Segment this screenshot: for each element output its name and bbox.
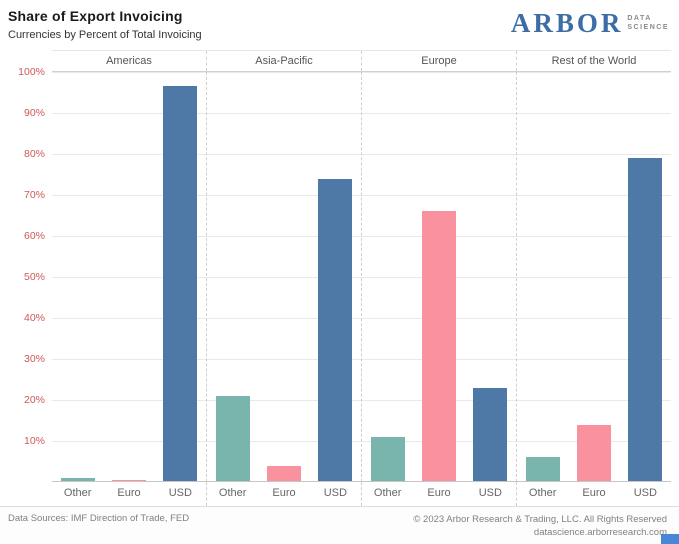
y-tick-label: 90%: [23, 107, 45, 119]
panel-headers-row: Americas Asia-Pacific Europe Rest of the Wo…: [8, 50, 671, 72]
bar-slot: [568, 72, 619, 482]
bar: [267, 465, 301, 482]
copyright-text: © 2023 Arbor Research & Trading, LLC. Al…: [413, 514, 667, 525]
bar: [370, 436, 405, 482]
logo-tagline-line2: SCIENCE: [627, 24, 669, 31]
category-label-group: Other Euro USD: [361, 482, 516, 506]
category-label: USD: [633, 487, 657, 499]
category-label: Euro: [427, 487, 451, 499]
brand-logo: ARBOR DATA SCIENCE: [510, 8, 669, 38]
bar-slot: [362, 72, 413, 482]
y-tick-label: 40%: [23, 312, 45, 324]
bar-slot: [413, 72, 464, 482]
bar-slot: [465, 72, 516, 482]
panels: [52, 72, 671, 482]
category-labels-row: Other Euro USD Other Euro USD Other Euro USD Othe…: [8, 482, 671, 506]
panel-header: Rest of the World: [516, 51, 671, 71]
y-tick-label: 20%: [23, 394, 45, 406]
bar-slot: [52, 72, 103, 482]
page-subtitle: Currencies by Percent of Total Invoicing: [8, 29, 202, 41]
bar: [525, 457, 560, 482]
category-label: USD: [323, 487, 347, 499]
panel: [206, 72, 361, 482]
category-label: USD: [168, 487, 192, 499]
bar: [577, 424, 611, 482]
bar-slot: [258, 72, 309, 482]
bar: [422, 211, 456, 482]
logo-tagline-line1: DATA: [627, 15, 652, 22]
arbor-wordmark: ARBOR: [510, 8, 624, 38]
bar-slot: [517, 72, 568, 482]
data-sources-text: Data Sources: IMF Direction of Trade, FE…: [8, 513, 190, 524]
y-tick-label: 70%: [23, 189, 45, 201]
category-label: Other: [373, 487, 402, 499]
bar-slot: [103, 72, 154, 482]
bar: [473, 387, 508, 482]
category-label-group: Other Euro USD: [52, 482, 206, 506]
category-label: Other: [63, 487, 92, 499]
bar: [163, 86, 198, 482]
page-title: Share of Export Invoicing: [8, 8, 183, 24]
y-axis: 10% 20% 30% 40% 50% 60% 70% 80% 90% 100%: [8, 66, 52, 482]
footer: Data Sources: IMF Direction of Trade, FE…: [0, 506, 679, 544]
bar-slot: [310, 72, 361, 482]
category-label: Euro: [582, 487, 606, 499]
page-header: Share of Export Invoicing Currencies by …: [0, 0, 679, 50]
panel-header: Americas: [106, 55, 152, 67]
bar: [60, 477, 95, 482]
panel: [516, 72, 671, 482]
bar: [112, 479, 146, 482]
y-tick-label: 80%: [23, 148, 45, 160]
category-label: Euro: [272, 487, 296, 499]
category-label: USD: [478, 487, 502, 499]
bar: [318, 178, 353, 482]
bar-slot: [155, 72, 206, 482]
panel: [52, 72, 206, 482]
bar: [628, 158, 663, 482]
y-tick-label: 50%: [23, 271, 45, 283]
website-text: datascience.arborresearch.com: [533, 527, 667, 538]
y-axis-spacer-bottom: [8, 482, 52, 506]
bar: [215, 395, 250, 482]
y-tick-label: 10%: [23, 435, 45, 447]
category-label: Euro: [117, 487, 141, 499]
category-label: Other: [218, 487, 247, 499]
footer-right: © 2023 Arbor Research & Trading, LLC. Al…: [413, 513, 667, 544]
category-label: Other: [528, 487, 557, 499]
bar-slot: [620, 72, 671, 482]
corner-accent: [661, 534, 679, 544]
panel: [361, 72, 516, 482]
y-tick-label: 30%: [23, 353, 45, 365]
plot-area: [52, 72, 671, 482]
category-labels: Other Euro USD Other Euro USD Other Euro USD Othe…: [52, 482, 671, 506]
y-tick-label: 100%: [18, 66, 45, 78]
bar-slot: [207, 72, 258, 482]
title-block: Share of Export Invoicing Currencies by …: [8, 8, 202, 41]
x-axis-line: [52, 481, 671, 482]
panel-headers: Americas Asia-Pacific Europe Rest of the Wo…: [52, 50, 671, 72]
bar-chart: Americas Asia-Pacific Europe Rest of the Wo…: [8, 50, 671, 506]
chart-body: 10% 20% 30% 40% 50% 60% 70% 80% 90% 100%: [8, 66, 671, 482]
category-label-group: Other Euro USD: [516, 482, 671, 506]
y-tick-label: 60%: [23, 230, 45, 242]
panel-header: Asia-Pacific: [206, 51, 361, 71]
logo-tagline: DATA SCIENCE: [627, 14, 669, 32]
category-label-group: Other Euro USD: [206, 482, 361, 506]
panel-header: Europe: [361, 51, 516, 71]
